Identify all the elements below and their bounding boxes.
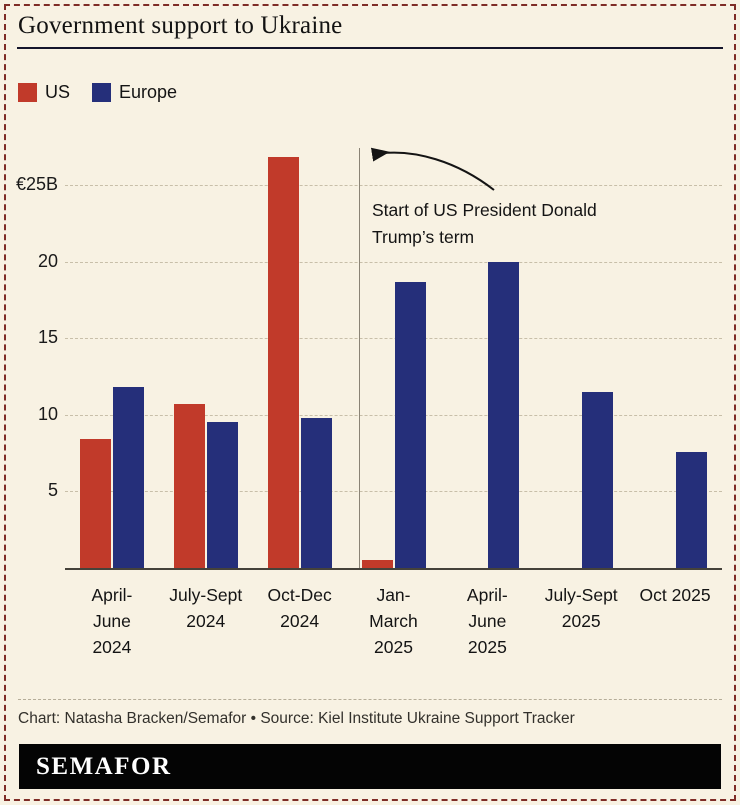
- y-axis-tick-label: 20: [37, 250, 58, 271]
- x-axis-line: [65, 568, 722, 570]
- legend-label-europe: Europe: [119, 82, 178, 102]
- x-axis-label: Jan- March 2025: [369, 585, 418, 657]
- gridline-5: [65, 491, 722, 493]
- x-axis-label: April- June 2024: [91, 585, 133, 657]
- legend-label-us: US: [45, 82, 71, 102]
- credit-source-text: Chart: Natasha Bracken/Semafor • Source:…: [18, 710, 575, 727]
- bar-europe-2: [206, 422, 238, 568]
- y-axis-tick-label: 10: [37, 403, 58, 424]
- trump-term-marker-line: [358, 148, 360, 568]
- x-axis-label: July-Sept 2024: [169, 585, 243, 631]
- bar-us-2: [173, 404, 205, 568]
- legend: US Europe: [18, 82, 191, 103]
- bar-europe-3: [300, 417, 332, 568]
- x-axis-label: April- June 2025: [466, 585, 508, 657]
- x-axis-label: Oct-Dec 2024: [267, 585, 332, 631]
- bar-chart-plot-area: 5 10 15 20 €25B April- June 2024 July-Sept 2024 Oc…: [15, 148, 722, 657]
- semafor-logo: SEMAFOR: [36, 752, 172, 780]
- legend-swatch-europe: [92, 83, 112, 102]
- gridline-10: [65, 414, 722, 416]
- chart-title: Government support to Ukraine: [18, 12, 343, 39]
- bar-us-4: [361, 560, 393, 568]
- x-axis-label: Oct 2025: [639, 585, 711, 605]
- bar-europe-7: [676, 451, 708, 568]
- bar-europe-4: [394, 281, 426, 568]
- bar-us-3: [267, 157, 299, 568]
- footer-divider: [18, 699, 722, 700]
- annotation-arrow-icon: [370, 147, 495, 191]
- y-axis-tick-label: €25B: [15, 174, 58, 194]
- semafor-logo-bar: SEMAFOR: [19, 744, 721, 789]
- bar-europe-1: [112, 387, 144, 568]
- gridline-15: [65, 338, 722, 340]
- y-axis-tick-label: 15: [37, 327, 58, 348]
- bar-europe-6: [582, 391, 614, 568]
- gridline-20: [65, 261, 722, 263]
- annotation-line-1: Start of US President Donald: [372, 200, 597, 220]
- bar-europe-5: [488, 261, 520, 568]
- title-divider: [17, 47, 723, 49]
- annotation-line-2: Trump’s term: [372, 227, 475, 247]
- trump-term-annotation: Start of US President Donald Trump’s ter…: [372, 197, 597, 251]
- y-axis-tick-label: 5: [47, 480, 58, 501]
- bar-us-1: [79, 439, 111, 568]
- x-axis-label: July-Sept 2025: [544, 585, 618, 631]
- gridline-25: [65, 185, 722, 186]
- legend-swatch-us: [18, 83, 37, 102]
